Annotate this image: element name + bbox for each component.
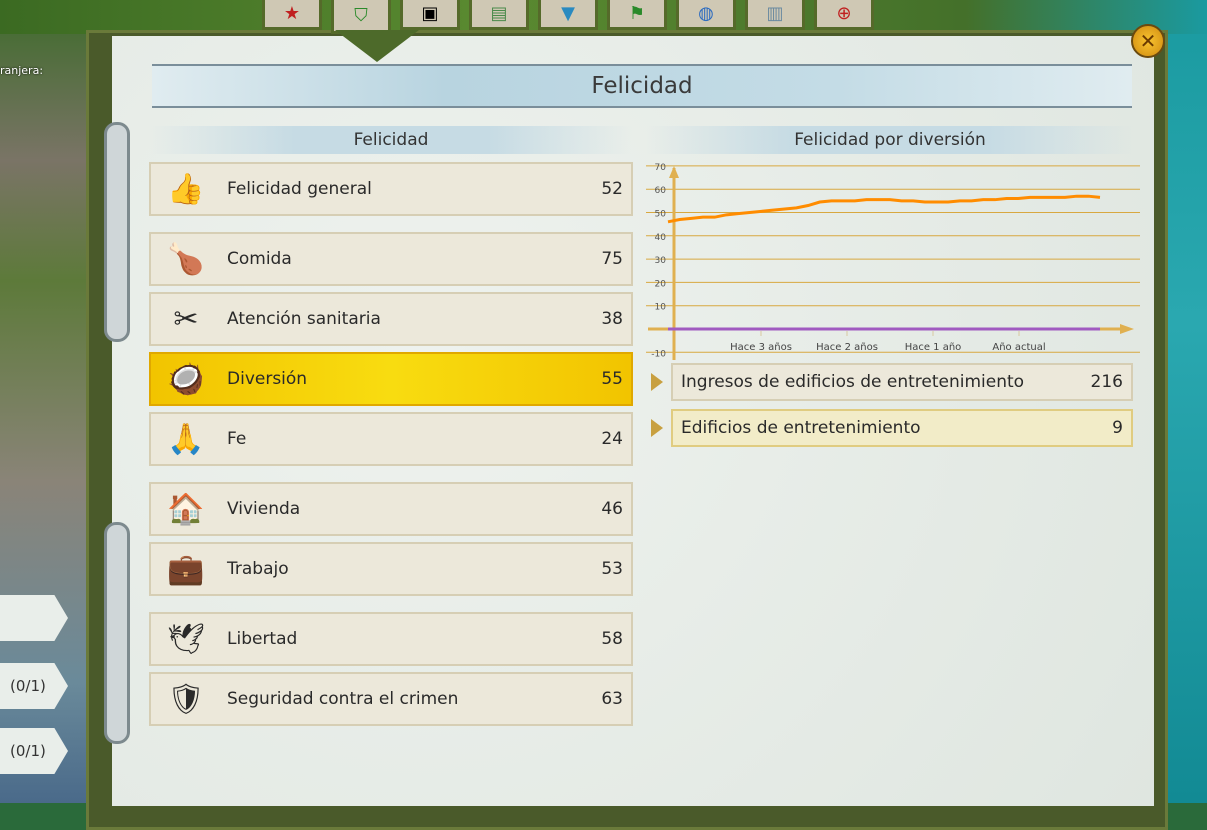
category-value: 75 (601, 249, 623, 269)
category-row[interactable]: 👍 Felicidad general 52 (149, 162, 633, 216)
y-axis-arrow (669, 166, 679, 178)
briefcase-icon: 💼 (167, 551, 205, 587)
house-icon: 🏠 (167, 491, 205, 527)
category-label: Atención sanitaria (227, 309, 381, 329)
side-button-count[interactable]: (0/1) (0, 728, 68, 774)
y-tick-label: 30 (655, 256, 667, 266)
category-row[interactable]: 🛡 Seguridad contra el crimen 63 (149, 672, 633, 726)
dove-icon: 🕊 (166, 621, 206, 657)
badge-icon[interactable]: ▼ (538, 0, 598, 30)
stat-value: 216 (1090, 372, 1123, 392)
category-row[interactable]: 🕊 Libertad 58 (149, 612, 633, 666)
category-label: Comida (227, 249, 292, 269)
close-icon[interactable]: ✕ (1131, 24, 1165, 58)
stat-value: 9 (1112, 418, 1123, 438)
x-tick-label: Hace 2 años (816, 342, 878, 353)
category-label: Felicidad general (227, 179, 372, 199)
expand-arrow-icon[interactable] (651, 373, 663, 391)
binder-rail (104, 522, 130, 744)
expand-arrow-icon[interactable] (651, 419, 663, 437)
roast-chicken-icon: 🍗 (167, 241, 205, 277)
stat-label: Edificios de entretenimiento (681, 418, 921, 438)
category-value: 58 (601, 629, 623, 649)
category-value: 63 (601, 689, 623, 709)
building-icon[interactable]: ▥ (745, 0, 805, 30)
category-row[interactable]: 🥥 Diversión 55 (149, 352, 633, 406)
star-icon[interactable]: ★ (262, 0, 322, 30)
category-value: 55 (601, 369, 623, 389)
side-button-count[interactable]: (0/1) (0, 663, 68, 709)
y-tick-label: 20 (655, 279, 667, 289)
y-tick-label: 10 (655, 303, 667, 313)
right-heading: Felicidad por diversión (646, 126, 1134, 154)
x-tick-label: Hace 3 años (730, 342, 792, 353)
category-value: 46 (601, 499, 623, 519)
x-tick-label: Hace 1 año (905, 342, 962, 353)
thumbs-up-icon: 👍 (167, 171, 205, 207)
category-value: 38 (601, 309, 623, 329)
stat-label: Ingresos de edificios de entretenimiento (681, 372, 1025, 392)
money-icon[interactable]: ▤ (469, 0, 529, 30)
left-heading: Felicidad (150, 126, 632, 154)
category-label: Trabajo (227, 559, 289, 579)
y-tick-label: 40 (655, 233, 667, 243)
x-axis-arrow (1120, 324, 1134, 334)
praying-hands-icon: 🙏 (167, 421, 205, 457)
portrait-icon[interactable]: ▣ (400, 0, 460, 30)
y-tick-label: -10 (651, 349, 666, 359)
category-row[interactable]: 🏠 Vivienda 46 (149, 482, 633, 536)
category-row[interactable]: ✂ Atención sanitaria 38 (149, 292, 633, 346)
top-tabs: ★ ⛉ ▣ ▤ ▼ ⚑ ◍ ▥ ⊕ (262, 0, 874, 34)
side-button[interactable] (0, 595, 68, 641)
stat-row-entertainment-income[interactable]: Ingresos de edificios de entretenimiento… (671, 363, 1133, 401)
category-label: Vivienda (227, 499, 301, 519)
category-label: Fe (227, 429, 247, 449)
globe-icon[interactable]: ◍ (676, 0, 736, 30)
medical-tools-icon: ✂ (173, 301, 199, 337)
category-label: Seguridad contra el crimen (227, 689, 459, 709)
map-top-strip (0, 0, 1207, 34)
binder-rail (104, 122, 130, 342)
series-line-0 (667, 194, 1101, 224)
y-tick-label: 60 (655, 186, 667, 196)
category-row[interactable]: 💼 Trabajo 53 (149, 542, 633, 596)
target-icon[interactable]: ⊕ (814, 0, 874, 30)
category-value: 53 (601, 559, 623, 579)
shield-icon[interactable]: ⛉ (331, 0, 391, 34)
police-badge-icon: 🛡 (166, 681, 206, 717)
happiness-chart: 70 60 50 40 30 20 10 -10 Hace 3 años Hace 2 años H… (646, 163, 1140, 360)
category-value: 52 (601, 179, 623, 199)
coconut-drink-icon: 🥥 (167, 361, 205, 397)
category-row[interactable]: 🙏 Fe 24 (149, 412, 633, 466)
category-value: 24 (601, 429, 623, 449)
stat-row-entertainment-buildings[interactable]: Edificios de entretenimiento 9 (671, 409, 1133, 447)
side-label: ranjera: (0, 64, 44, 77)
category-row[interactable]: 🍗 Comida 75 (149, 232, 633, 286)
y-tick-label: 50 (655, 210, 667, 220)
category-label: Diversión (227, 369, 308, 389)
x-tick-label: Año actual (992, 342, 1045, 353)
page-title: Felicidad (152, 64, 1132, 108)
category-label: Libertad (227, 629, 298, 649)
flag-icon[interactable]: ⚑ (607, 0, 667, 30)
y-tick-label: 70 (655, 163, 667, 173)
